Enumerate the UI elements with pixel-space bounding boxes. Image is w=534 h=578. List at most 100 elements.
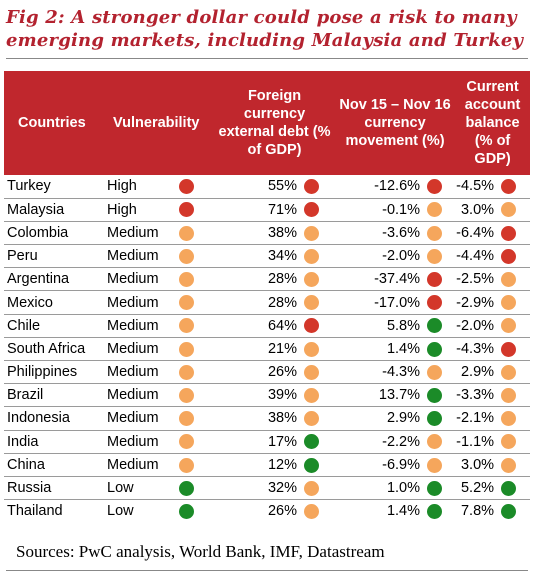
status-dot-icon [304,225,320,241]
status-dot-icon [179,272,194,288]
status-dot-icon [501,295,517,311]
vulnerability-cell: High [101,175,176,199]
vulnerability-indicator-cell [176,360,215,385]
currency-cell: -17.0% [335,290,425,315]
header-vulnerability: Vulnerability [113,115,200,131]
account-cell: -4.3% [455,337,499,362]
debt-cell: 12% [214,453,302,477]
status-dot-icon [304,179,320,195]
status-dot-icon [501,272,517,288]
currency-cell: 1.4% [335,337,425,362]
table-row: Turkey High 55% -12.6% -4.5% [4,175,531,199]
table-body: Turkey High 55% -12.6% -4.5% Malaysia High 71% -… [4,175,531,523]
debt-indicator-cell [301,406,336,431]
status-dot-icon [179,295,194,311]
vulnerability-cell: Medium [101,430,176,454]
status-dot-icon [427,225,443,241]
title-divider [6,58,528,59]
status-dot-icon [179,387,194,403]
debt-cell: 34% [214,244,302,269]
status-dot-icon [427,202,443,218]
debt-cell: 38% [214,406,302,431]
currency-indicator-cell [424,476,456,501]
account-indicator-cell [498,500,530,523]
debt-cell: 26% [214,360,302,385]
debt-cell: 38% [214,221,302,246]
country-cell: Mexico [4,290,101,315]
status-dot-icon [427,248,443,264]
status-dot-icon [304,295,320,311]
status-dot-icon [427,504,443,520]
currency-indicator-cell [424,314,456,338]
vulnerability-cell: Medium [101,383,176,408]
currency-indicator-cell [424,221,456,246]
table-row: Peru Medium 34% -2.0% -4.4% [4,244,531,269]
table-row: Mexico Medium 28% -17.0% -2.9% [4,290,531,315]
status-dot-icon [304,272,320,288]
status-dot-icon [501,480,517,496]
account-cell: 3.0% [455,453,499,477]
currency-cell: 5.8% [335,314,425,338]
table-row: Philippines Medium 26% -4.3% 2.9% [4,360,531,385]
header-external-debt: Foreign currency external debt (% of GDP… [218,88,331,158]
vulnerability-indicator-cell [176,175,215,199]
status-dot-icon [501,225,517,241]
debt-cell: 64% [214,314,302,338]
account-cell: -4.5% [455,175,499,199]
status-dot-icon [304,480,320,496]
debt-indicator-cell [301,175,336,199]
status-dot-icon [179,504,194,520]
header-current-account: Current account balance (% of GDP) [464,79,521,167]
currency-cell: -0.1% [335,198,425,222]
status-dot-icon [427,272,443,288]
debt-indicator-cell [301,453,336,477]
country-cell: South Africa [4,337,101,362]
account-indicator-cell [498,360,531,385]
status-dot-icon [179,202,194,218]
status-dot-icon [427,434,443,450]
status-dot-icon [179,457,194,473]
debt-cell: 26% [267,503,298,520]
account-cell: -4.4% [455,244,499,269]
currency-indicator-cell [424,267,456,292]
currency-cell: -2.2% [335,430,425,454]
debt-indicator-cell [301,383,336,408]
status-dot-icon [501,457,517,473]
account-indicator-cell [498,314,531,338]
account-indicator-cell [498,221,531,246]
account-cell: 5.2% [455,476,499,501]
country-cell: Thailand [7,503,63,520]
account-indicator-cell [498,244,531,269]
country-cell: Russia [4,476,101,501]
status-dot-icon [304,434,320,450]
table-row: India Medium 17% -2.2% -1.1% [4,430,531,454]
account-cell: 7.8% [460,503,495,520]
currency-indicator-cell [424,360,456,385]
currency-cell: -2.0% [335,244,425,269]
status-dot-icon [179,434,194,450]
account-cell: -2.1% [455,406,499,431]
currency-cell: -6.9% [335,453,425,477]
status-dot-icon [179,225,194,241]
status-dot-icon [427,364,443,380]
vulnerability-cell: Medium [101,221,176,246]
account-indicator-cell [498,453,531,477]
account-indicator-cell [498,406,531,431]
currency-indicator-cell [424,244,456,269]
status-dot-icon [304,364,320,380]
vulnerability-indicator-cell [176,244,215,269]
status-dot-icon [304,341,320,357]
vulnerability-indicator-cell [176,337,215,362]
table-row: South Africa Medium 21% 1.4% -4.3% [4,337,531,362]
currency-cell: -37.4% [335,267,425,292]
debt-indicator-cell [301,500,335,523]
account-indicator-cell [498,290,531,315]
figure-title: Fig 2: A stronger dollar could pose a ri… [6,7,524,51]
vulnerability-cell: Medium [101,337,176,362]
account-indicator-cell [498,337,531,362]
vulnerability-cell: Low [101,476,176,501]
table-row: Brazil Medium 39% 13.7% -3.3% [4,383,531,408]
country-cell: Malaysia [4,198,101,222]
country-cell: Indonesia [4,406,101,431]
currency-cell: 13.7% [335,383,425,408]
